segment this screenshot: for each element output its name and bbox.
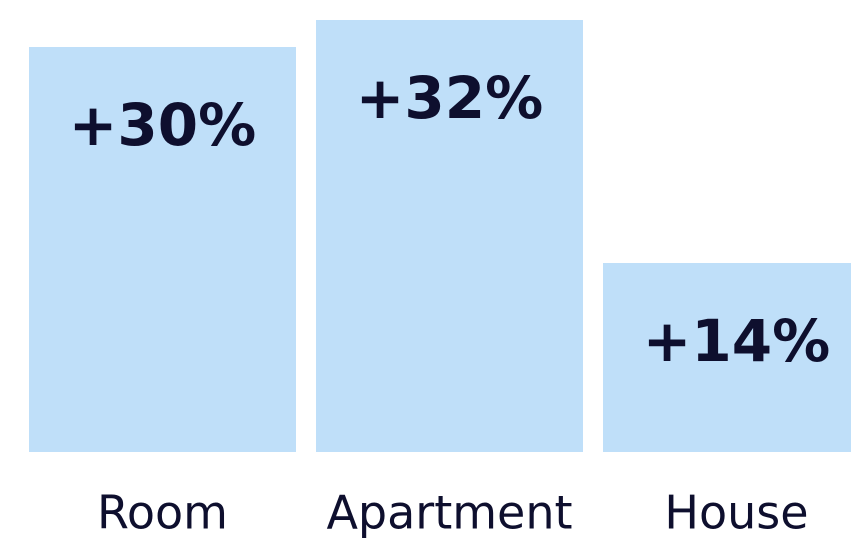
value-label: +30% (69, 91, 256, 159)
value-label: +14% (643, 307, 830, 375)
x-tick-label: Room (97, 486, 228, 540)
bar (29, 47, 296, 452)
x-tick-label: House (664, 486, 808, 540)
bar (603, 263, 851, 452)
x-tick-label: Apartment (326, 486, 572, 540)
value-label: +32% (356, 64, 543, 132)
bar (316, 20, 583, 452)
